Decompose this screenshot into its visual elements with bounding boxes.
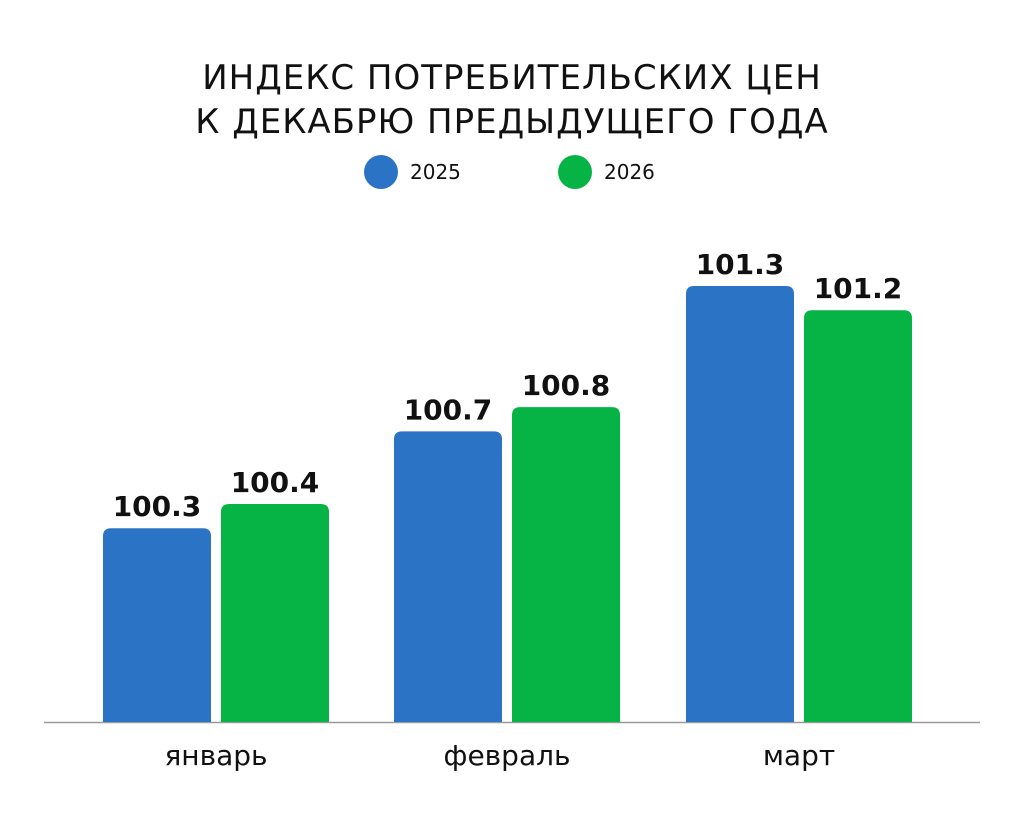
x-tick-label-0: январь <box>164 739 267 772</box>
data-label-2026-0: 100.4 <box>231 466 320 499</box>
legend-item-2026: 2026 <box>558 154 655 190</box>
chart-title-line-2: К ДЕКАБРЮ ПРЕДЫДУЩЕГО ГОДА <box>195 102 829 142</box>
chart-title-line-1: ИНДЕКС ПОТРЕБИТЕЛЬСКИХ ЦЕН <box>202 58 822 98</box>
x-tick-label-2: март <box>763 739 835 772</box>
data-label-2026-1: 100.8 <box>522 369 611 402</box>
bar-2025-2 <box>686 286 794 722</box>
bar-2026-1 <box>512 407 620 722</box>
legend-swatch-2026 <box>558 155 592 189</box>
x-tick-label-1: февраль <box>444 739 571 772</box>
legend-label-2026: 2026 <box>604 160 655 184</box>
chart-legend: 2025 2026 <box>0 154 1024 190</box>
bar-2025-0 <box>103 528 211 722</box>
bar-2025-1 <box>394 431 502 722</box>
chart-title: ИНДЕКС ПОТРЕБИТЕЛЬСКИХ ЦЕН К ДЕКАБРЮ ПРЕ… <box>0 56 1024 144</box>
data-label-2025-1: 100.7 <box>404 393 493 426</box>
bar-2026-2 <box>804 310 912 722</box>
legend-swatch-2025 <box>364 155 398 189</box>
legend-item-2025: 2025 <box>364 154 461 190</box>
data-label-2026-2: 101.2 <box>814 272 903 305</box>
data-label-2025-0: 100.3 <box>113 490 202 523</box>
data-label-2025-2: 101.3 <box>696 248 785 281</box>
legend-label-2025: 2025 <box>410 160 461 184</box>
bar-2026-0 <box>221 504 329 722</box>
